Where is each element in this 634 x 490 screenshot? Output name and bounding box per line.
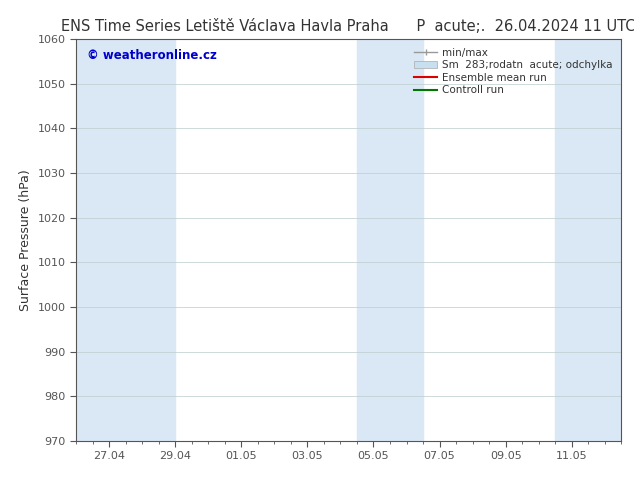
Y-axis label: Surface Pressure (hPa): Surface Pressure (hPa) bbox=[19, 169, 32, 311]
Legend: min/max, Sm  283;rodatn  acute; odchylka, Ensemble mean run, Controll run: min/max, Sm 283;rodatn acute; odchylka, … bbox=[411, 45, 616, 98]
Text: © weatheronline.cz: © weatheronline.cz bbox=[87, 49, 217, 62]
Title: ENS Time Series Letiště Václava Havla Praha      P  acute;.  26.04.2024 11 UTC: ENS Time Series Letiště Václava Havla Pr… bbox=[61, 19, 634, 34]
Bar bbox=[76, 39, 142, 441]
Bar bbox=[357, 39, 423, 441]
Bar bbox=[142, 39, 175, 441]
Bar bbox=[555, 39, 621, 441]
